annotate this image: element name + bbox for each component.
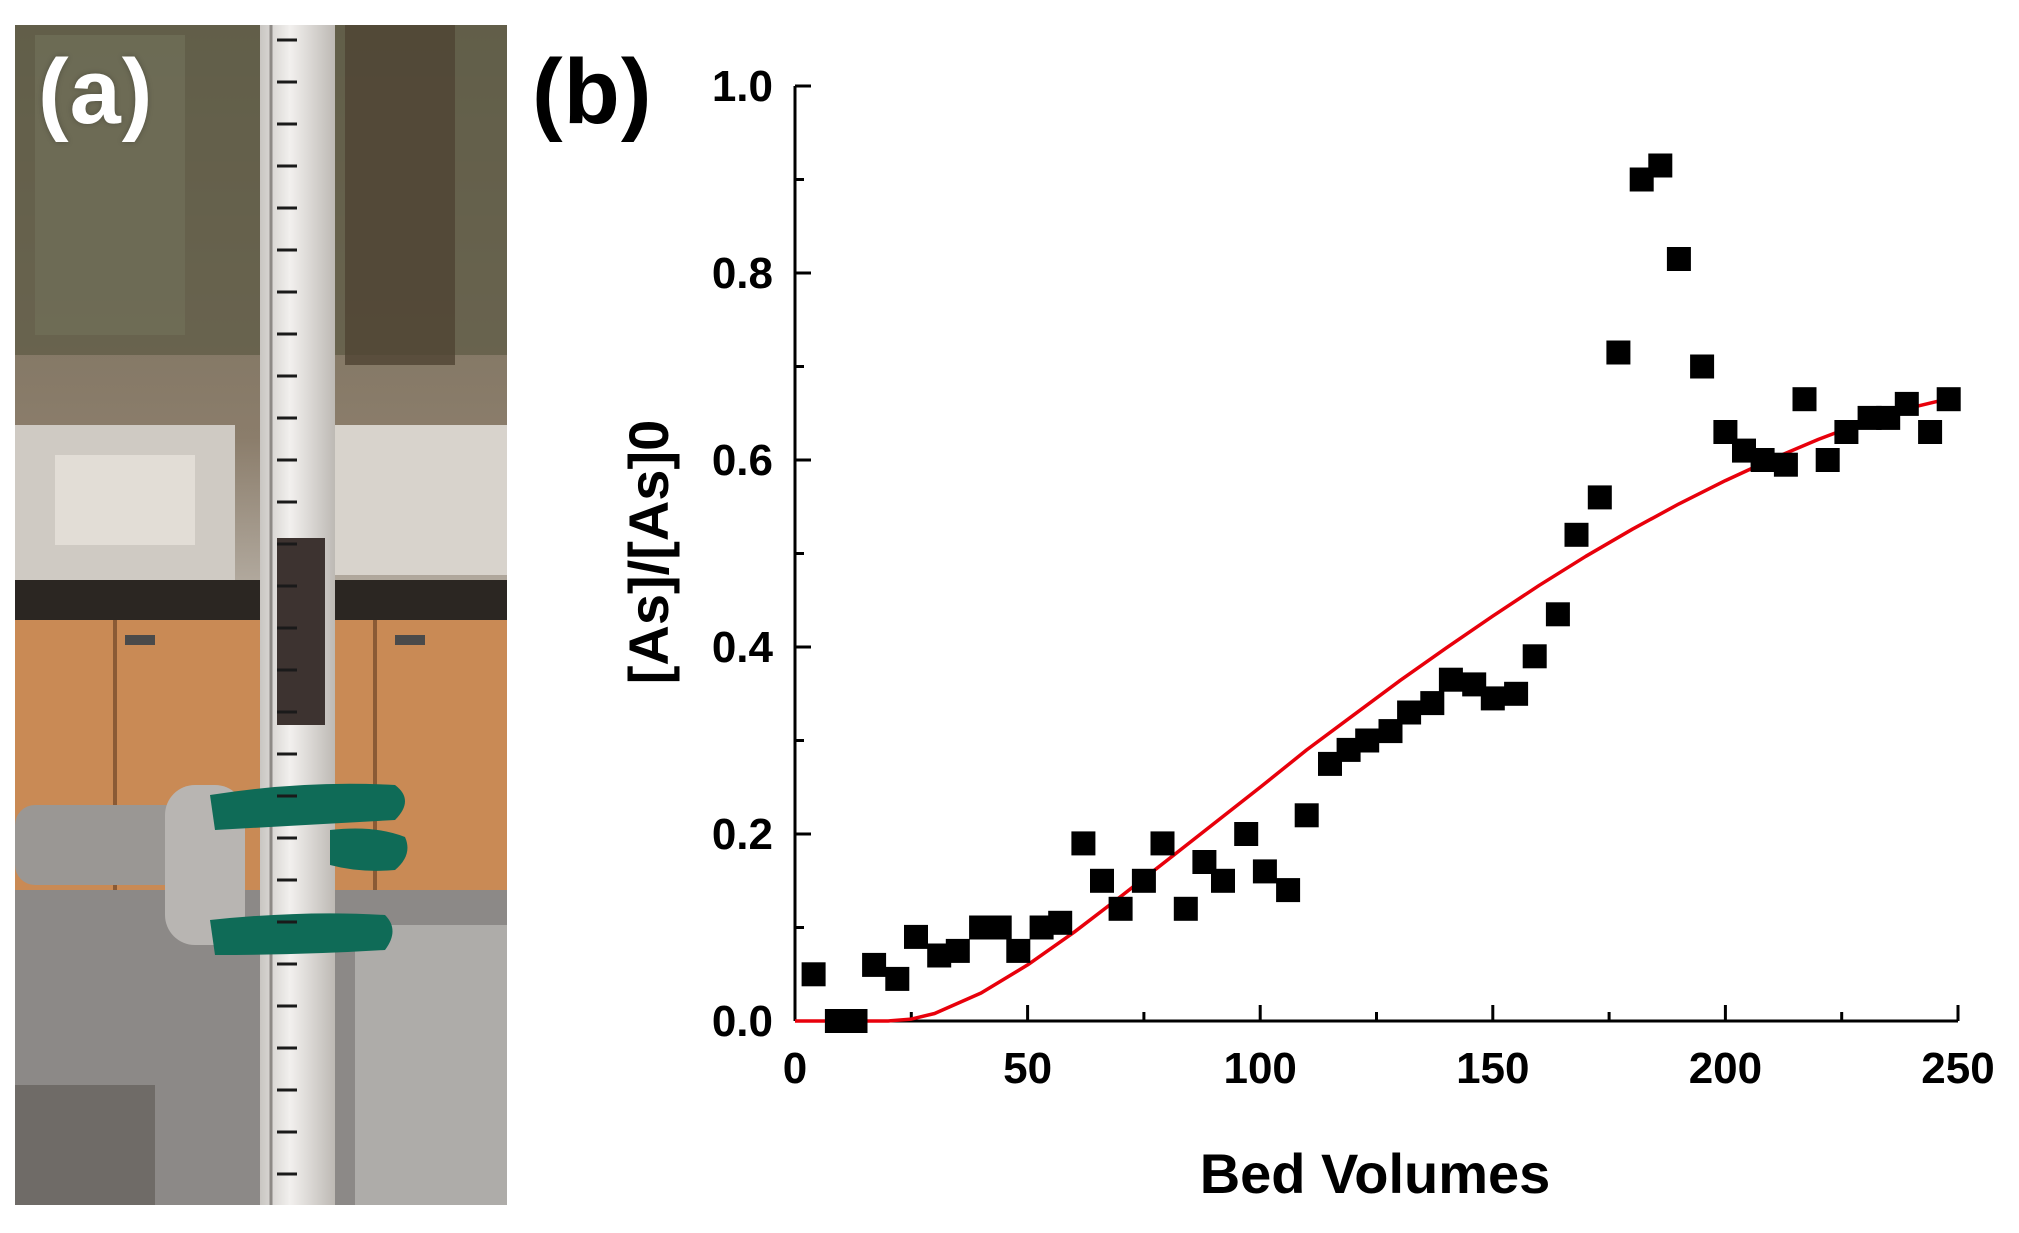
y-axis-title: [As]/[As]0 [617, 420, 680, 684]
data-point [843, 1009, 868, 1033]
x-tick-label: 100 [1223, 1044, 1296, 1093]
data-point [1150, 831, 1175, 856]
data-point [1522, 644, 1547, 669]
data-point [1792, 387, 1817, 412]
data-point [1894, 391, 1919, 416]
y-tick-label: 0.4 [712, 623, 774, 672]
data-point [1071, 831, 1096, 856]
data-point [1276, 878, 1301, 903]
data-point [987, 915, 1012, 940]
x-tick-label: 200 [1689, 1044, 1762, 1093]
data-point [1438, 667, 1463, 692]
data-point [1048, 910, 1073, 935]
x-tick-label: 250 [1921, 1044, 1994, 1093]
data-point [1397, 700, 1422, 725]
data-point [1211, 868, 1235, 893]
data-point [1006, 938, 1031, 963]
panel-b-label: (b) [532, 41, 653, 143]
data-point [1564, 522, 1589, 547]
column-photo-icon [15, 25, 507, 1205]
data-point [1545, 602, 1570, 627]
panel-a-label: (a) [38, 41, 154, 143]
data-point [1294, 803, 1319, 828]
data-point [1252, 859, 1277, 884]
data-point [1108, 896, 1133, 921]
data-point [1936, 387, 1961, 412]
chart-axes [793, 84, 1960, 1023]
data-point [1918, 420, 1943, 444]
y-tick-label: 0.2 [712, 810, 773, 859]
data-point [885, 966, 910, 991]
data-point [1131, 868, 1156, 893]
data-point [1690, 354, 1715, 379]
data-point [1587, 485, 1612, 510]
x-axis-title: Bed Volumes [1200, 1142, 1551, 1205]
tick-labels-group: 0 50 100 150 200 250 0.0 0.2 0.4 0.6 0.8 1.0 [712, 62, 1995, 1093]
x-tick-label: 150 [1456, 1044, 1529, 1093]
y-tick-label: 0.8 [712, 249, 773, 298]
y-tick-label: 1.0 [712, 62, 773, 111]
data-point [1773, 452, 1798, 477]
data-points-group [801, 153, 1961, 1033]
data-point [1420, 691, 1445, 716]
data-point [801, 962, 826, 987]
data-point [1173, 896, 1198, 921]
data-point [1606, 340, 1631, 365]
data-point [1480, 686, 1505, 711]
x-tick-label: 0 [783, 1044, 807, 1093]
data-point [1815, 448, 1840, 472]
data-point [862, 952, 887, 977]
y-tick-label: 0.6 [712, 436, 773, 485]
data-point [1355, 728, 1380, 753]
data-point [1666, 247, 1691, 271]
data-point [1648, 153, 1673, 178]
data-point [904, 924, 928, 949]
x-tick-label: 50 [1003, 1044, 1052, 1093]
photo-panel [15, 25, 507, 1205]
y-tick-label: 0.0 [712, 997, 773, 1046]
data-point [1834, 420, 1859, 444]
data-point [1750, 448, 1775, 472]
data-point [1504, 681, 1529, 706]
data-point [1234, 822, 1259, 846]
data-point [1090, 868, 1114, 893]
data-point [945, 938, 970, 963]
